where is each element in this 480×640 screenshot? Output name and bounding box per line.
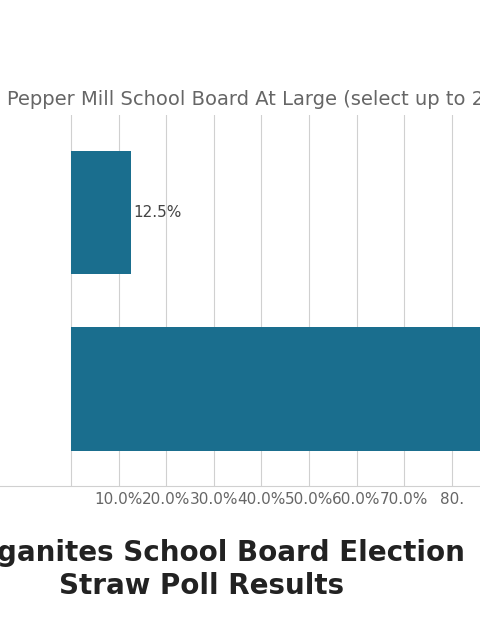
Bar [72,327,480,451]
Text: 12.5%: 12.5% [133,205,181,220]
Bar [72,150,131,275]
Text: Reaganites School Board Election
Straw Poll Results: Reaganites School Board Election Straw P… [0,540,465,600]
Text: Pepper Mill School Board At Large (select up to 2): Pepper Mill School Board At Large (selec… [7,90,480,109]
